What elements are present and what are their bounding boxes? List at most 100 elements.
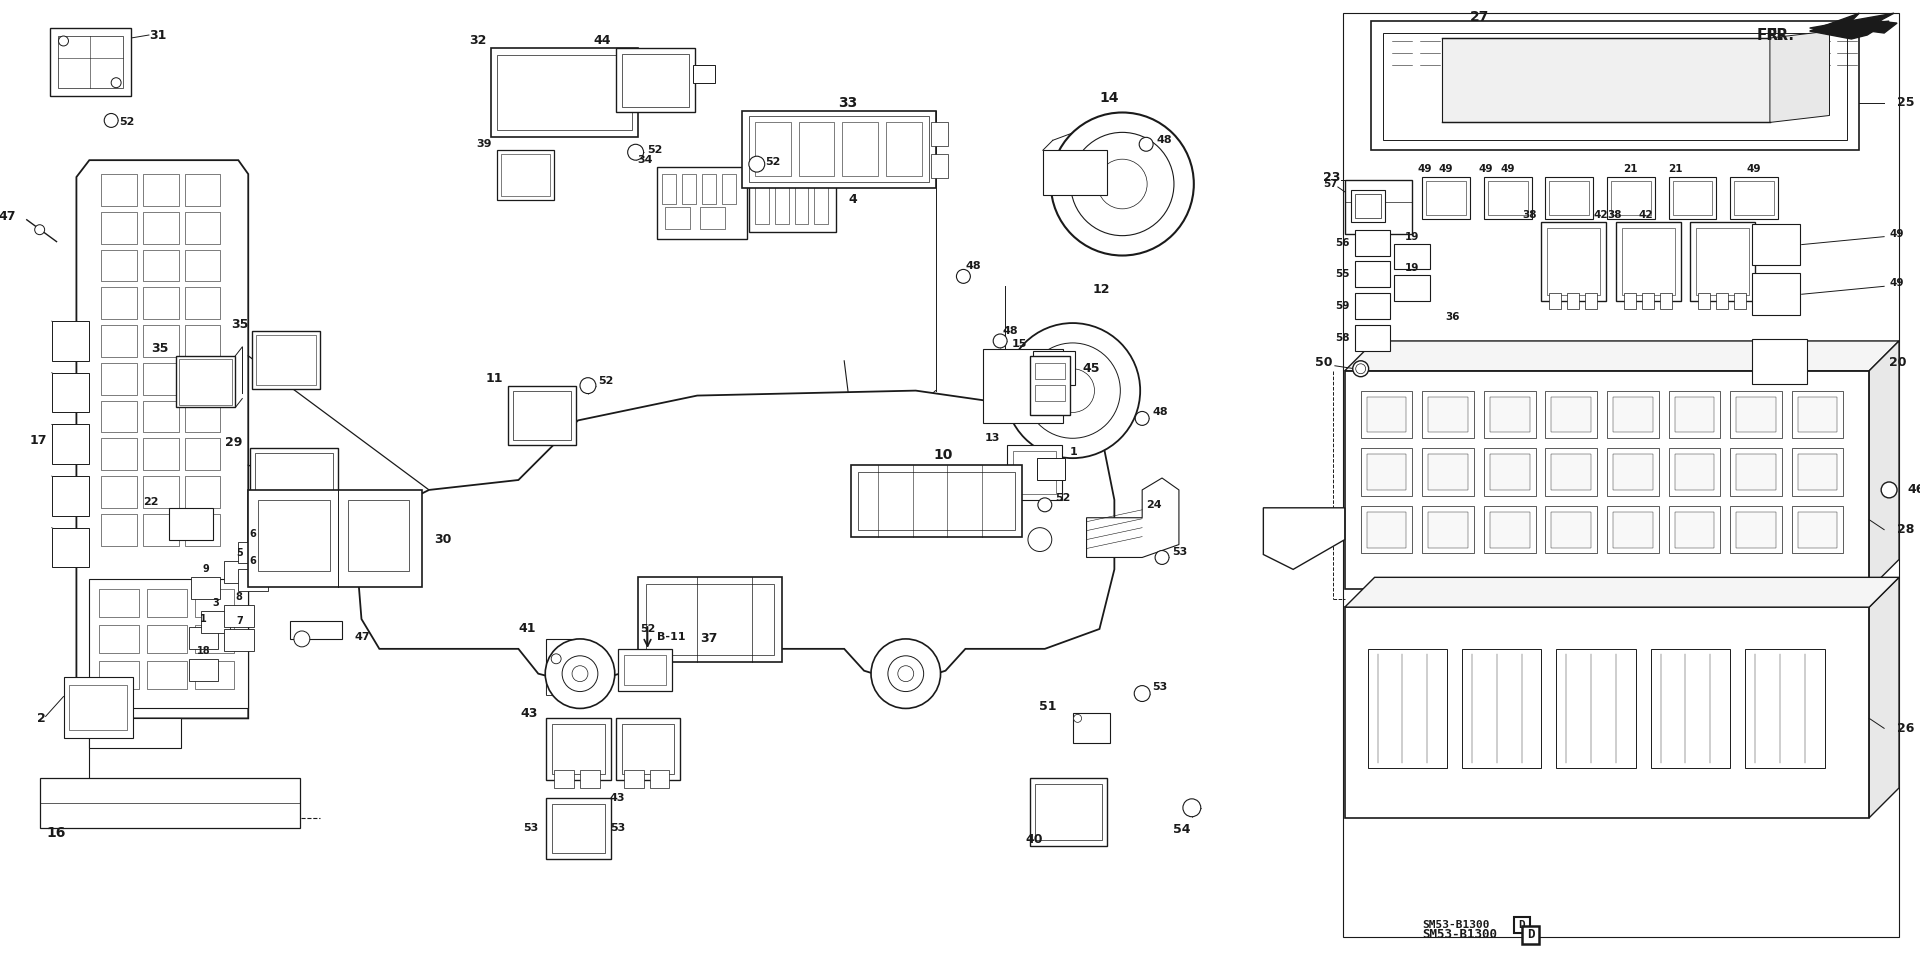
Text: 10: 10	[933, 448, 952, 462]
Bar	[637, 577, 781, 662]
Text: 24: 24	[1146, 500, 1162, 510]
Bar	[184, 212, 221, 244]
Text: 28: 28	[1897, 524, 1914, 536]
Circle shape	[887, 656, 924, 691]
Bar	[1356, 293, 1390, 319]
Bar	[703, 175, 716, 204]
Bar	[497, 55, 632, 130]
Bar	[1607, 177, 1655, 219]
Bar	[580, 770, 599, 788]
Circle shape	[58, 36, 69, 46]
Bar	[624, 770, 643, 788]
Text: 52: 52	[639, 624, 655, 634]
Bar	[1428, 512, 1469, 548]
Circle shape	[993, 334, 1008, 348]
Bar	[774, 184, 789, 223]
Bar	[1551, 512, 1592, 548]
Bar	[1734, 181, 1774, 215]
Bar	[100, 661, 138, 689]
Circle shape	[104, 113, 119, 128]
Bar	[1668, 448, 1720, 496]
Bar	[148, 661, 186, 689]
Polygon shape	[1770, 31, 1830, 123]
Bar	[1394, 275, 1430, 301]
Text: 48: 48	[1156, 135, 1171, 146]
Bar	[142, 212, 179, 244]
Bar	[1736, 512, 1776, 548]
Bar	[1672, 181, 1713, 215]
Bar	[553, 804, 605, 854]
Text: 53: 53	[611, 823, 626, 832]
Bar	[513, 390, 570, 440]
Bar	[622, 54, 689, 106]
Text: 52: 52	[647, 145, 662, 155]
Bar	[148, 589, 186, 617]
Bar	[1642, 293, 1653, 309]
Polygon shape	[1344, 371, 1870, 589]
Bar	[843, 123, 877, 176]
Bar	[1607, 505, 1659, 553]
Text: 58: 58	[1334, 333, 1350, 343]
Text: 13: 13	[985, 433, 1000, 443]
Bar	[1356, 325, 1390, 351]
Polygon shape	[1870, 577, 1899, 818]
Bar	[1014, 451, 1056, 494]
Bar	[1586, 293, 1597, 309]
Bar	[1624, 293, 1636, 309]
Bar	[1361, 448, 1413, 496]
Bar	[1037, 458, 1066, 480]
Bar	[148, 625, 186, 653]
Polygon shape	[1811, 13, 1897, 33]
Polygon shape	[1344, 607, 1870, 818]
Bar	[1730, 390, 1782, 438]
Bar	[1745, 649, 1824, 768]
Text: 7: 7	[236, 616, 242, 626]
Bar	[649, 770, 670, 788]
Bar	[1730, 448, 1782, 496]
Bar	[701, 207, 726, 228]
Bar	[200, 611, 230, 633]
Bar	[1073, 713, 1110, 743]
Text: 55: 55	[1334, 269, 1350, 279]
Circle shape	[1156, 550, 1169, 565]
Text: 49: 49	[1438, 164, 1453, 175]
Bar	[1734, 293, 1745, 309]
Polygon shape	[1442, 38, 1770, 123]
Bar	[616, 48, 695, 112]
Bar	[52, 425, 90, 464]
Text: 27: 27	[1471, 11, 1490, 24]
Bar	[184, 175, 221, 206]
Bar	[885, 123, 922, 176]
Polygon shape	[1087, 478, 1179, 557]
Text: 56: 56	[1334, 238, 1350, 247]
Bar	[1490, 455, 1530, 490]
Bar	[1613, 512, 1653, 548]
Text: 46: 46	[1907, 483, 1920, 497]
Bar	[814, 184, 828, 223]
Bar	[983, 349, 1062, 423]
Bar	[1427, 181, 1467, 215]
Text: 51: 51	[1039, 700, 1056, 713]
Polygon shape	[77, 160, 248, 718]
Bar	[40, 778, 300, 828]
Text: 15: 15	[1012, 339, 1027, 349]
Bar	[1551, 397, 1592, 433]
Bar	[497, 151, 555, 199]
Circle shape	[1135, 411, 1150, 426]
Bar	[50, 28, 131, 96]
Text: 42: 42	[1594, 210, 1609, 220]
Text: 5: 5	[236, 549, 242, 558]
Text: 35: 35	[152, 342, 169, 356]
Bar	[52, 476, 90, 516]
Circle shape	[1135, 686, 1150, 701]
Text: 52: 52	[764, 157, 780, 167]
Bar	[100, 625, 138, 653]
Bar	[225, 605, 253, 627]
Bar	[1382, 33, 1847, 140]
Circle shape	[628, 144, 643, 160]
Circle shape	[1039, 498, 1052, 512]
Polygon shape	[1811, 13, 1889, 39]
Bar	[1423, 505, 1475, 553]
Circle shape	[1027, 527, 1052, 551]
Circle shape	[545, 639, 614, 709]
